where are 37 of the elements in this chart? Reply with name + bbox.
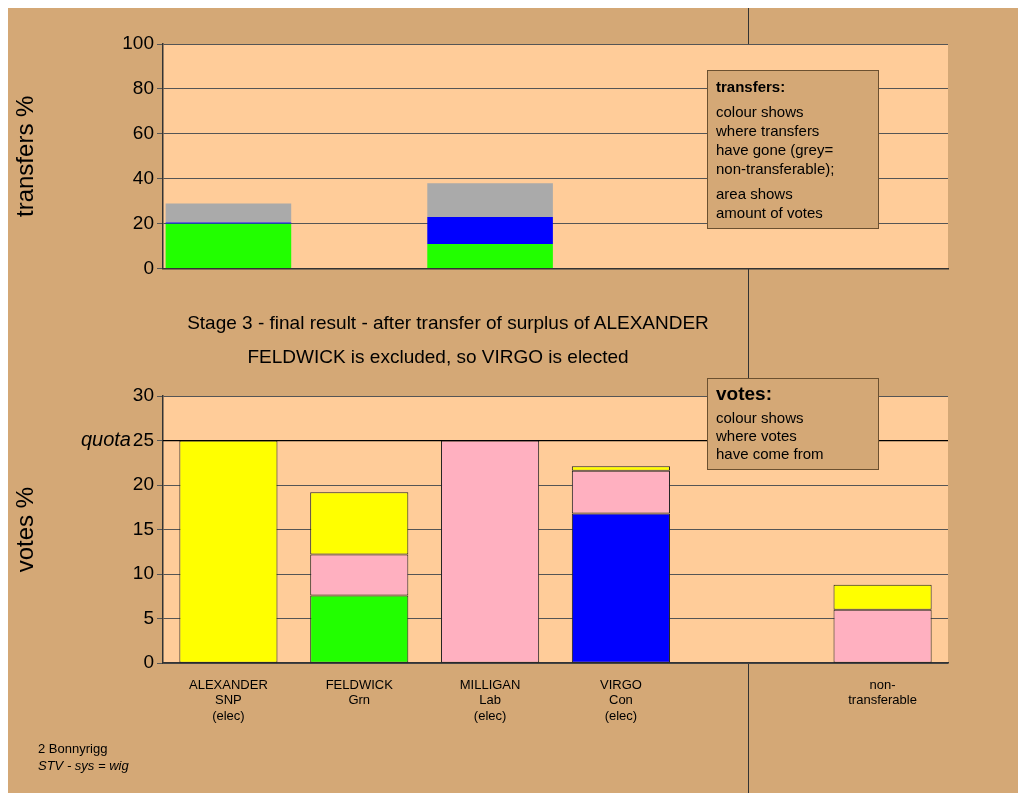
x-tick-label: MILLIGAN Lab (elec) — [459, 676, 521, 723]
y-tick-label: 0 — [143, 256, 154, 278]
bar — [165, 203, 292, 223]
annotation: votes: — [716, 383, 773, 404]
note-box: votes: colour shows where votes have come from — [707, 378, 879, 470]
y-tick-label: 15 — [132, 517, 154, 539]
chart-subtitle: FELDWICK is excluded, so VIRGO is elected — [246, 346, 630, 368]
y-tick-label: 30 — [132, 384, 154, 406]
y-tick-label: 60 — [132, 122, 154, 144]
y-tick-label: 100 — [122, 32, 154, 54]
y-tick-label: 5 — [143, 606, 154, 628]
y-tick-label: 40 — [132, 166, 154, 188]
bar — [427, 216, 553, 244]
bar — [427, 183, 553, 217]
x-tick-label: non- transferable — [848, 676, 917, 708]
y-axis-title: votes % — [11, 486, 39, 573]
ref-line-label: quota — [80, 428, 131, 451]
y-tick-label: 25 — [132, 428, 154, 450]
y-tick-label: 0 — [143, 651, 154, 673]
annotation: area shows amount of votes — [716, 184, 824, 222]
y-axis-title: transfers % — [11, 95, 39, 217]
note-box: transfers: colour shows where transfers have gone (grey= non-transferable); area shows amount of votes — [707, 70, 879, 229]
annotation: transfers: — [716, 77, 787, 96]
bar — [427, 243, 553, 269]
text: STV - sys = wig — [38, 758, 129, 773]
y-tick-label: 20 — [132, 473, 154, 495]
annotation: colour shows where transfers have gone (grey= non-transferable); — [716, 102, 836, 178]
x-tick-label: FELDWICK Grn — [325, 676, 394, 708]
x-tick-label: VIRGO Con (elec) — [599, 676, 642, 723]
annotation: colour shows where votes have come from — [716, 409, 825, 463]
text: 2 Bonnyrigg — [38, 741, 108, 756]
y-tick-label: 80 — [132, 77, 154, 99]
x-tick-label: ALEXANDER SNP (elec) — [189, 676, 268, 723]
y-tick-label: 10 — [132, 562, 154, 584]
bar — [165, 223, 292, 269]
y-tick-label: 20 — [132, 211, 154, 233]
chart-title: Stage 3 - final result - after transfer of surplus of ALEXANDER — [186, 312, 710, 334]
